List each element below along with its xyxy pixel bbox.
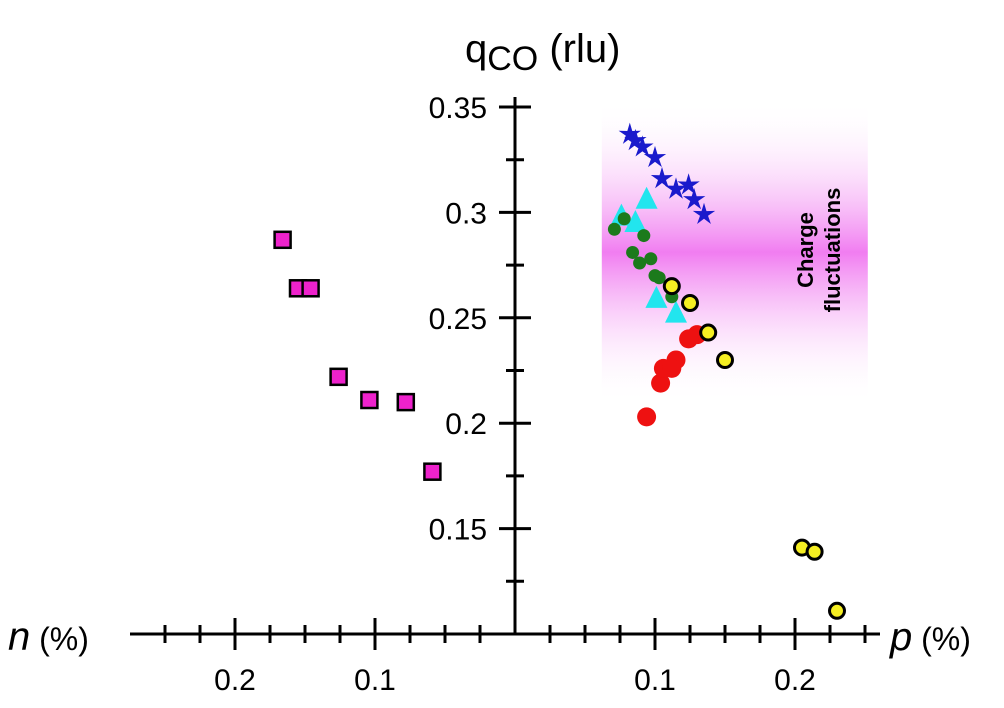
- circle-marker: [637, 407, 657, 427]
- data-points: [273, 122, 846, 620]
- x-axis-label-left-unit: (%): [30, 621, 89, 657]
- circle-marker: [662, 358, 682, 378]
- x-axis-label-right: p (%): [889, 615, 971, 659]
- small-circle-marker: [637, 229, 651, 243]
- y-tick-label: 0.2: [445, 408, 487, 441]
- x-axis-label-left-main: n: [8, 615, 30, 659]
- square-marker: [396, 392, 416, 412]
- y-tick-label: 0.3: [445, 197, 487, 230]
- x-axis-label-right-main: p: [889, 615, 912, 659]
- band-label-line1: Charge: [793, 212, 818, 288]
- square-marker: [273, 230, 292, 250]
- star-marker: [683, 188, 706, 210]
- star-marker: [677, 173, 700, 195]
- outlined-circle-marker: [828, 601, 846, 620]
- star-marker: [664, 177, 688, 199]
- x-tick-label: 0.2: [214, 664, 256, 697]
- small-circle-marker: [607, 222, 621, 236]
- x-axis-label-right-unit: (%): [912, 621, 971, 657]
- small-circle-marker: [644, 252, 658, 266]
- circle-marker: [679, 329, 699, 349]
- y-axis-label-unit: (rlu): [538, 27, 620, 71]
- small-circle-marker: [626, 245, 640, 259]
- outlined-circle-marker: [805, 542, 824, 561]
- square-marker: [423, 462, 442, 481]
- circle-marker: [651, 373, 671, 393]
- y-tick-label: 0.35: [429, 92, 487, 125]
- chart-text: qCO (rlu) n (%) p (%) Chargefluctuations: [8, 27, 971, 659]
- y-axis-label: qCO (rlu): [465, 27, 620, 78]
- x-tick-label: 0.1: [354, 664, 396, 697]
- star-marker: [643, 145, 667, 168]
- small-circle-marker: [617, 212, 631, 226]
- triangle-marker: [624, 209, 647, 232]
- band-label-line2: fluctuations: [820, 188, 845, 313]
- outlined-circle-marker: [716, 350, 734, 369]
- y-tick-label: 0.15: [429, 514, 487, 547]
- triangle-marker: [665, 300, 687, 323]
- x-tick-label: 0.2: [774, 664, 816, 697]
- outlined-circle-marker: [662, 277, 681, 296]
- triangle-marker: [635, 186, 658, 209]
- square-marker: [360, 390, 379, 410]
- y-axis-label-main: q: [465, 27, 487, 71]
- band-label: Chargefluctuations: [793, 188, 845, 313]
- y-tick-label: 0.25: [429, 303, 487, 336]
- y-axis-label-subscript: CO: [487, 40, 538, 78]
- star-marker: [692, 202, 716, 225]
- small-circle-marker: [652, 271, 666, 285]
- x-axis-label-left: n (%): [8, 615, 89, 659]
- square-marker: [329, 367, 348, 387]
- small-circle-marker: [633, 256, 647, 270]
- triangle-marker: [645, 285, 668, 308]
- outlined-circle-marker: [699, 323, 718, 342]
- axes: 0.35 0.3 0.25 0.2 0.15 0.2 0.1 0.1 0.2: [130, 92, 880, 697]
- star-marker: [631, 135, 654, 157]
- x-tick-label: 0.1: [634, 664, 676, 697]
- star-marker: [650, 166, 674, 189]
- square-marker: [301, 279, 320, 298]
- outlined-circle-marker: [681, 294, 699, 313]
